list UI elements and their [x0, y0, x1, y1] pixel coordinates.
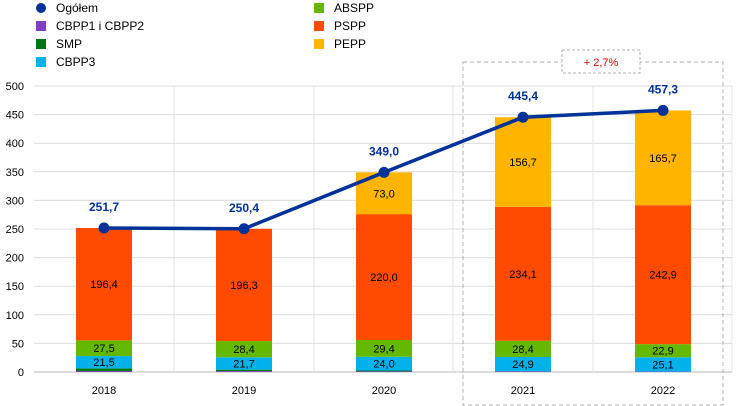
y-tick-label: 250 — [6, 224, 24, 236]
bar-data-label: 28,4 — [512, 344, 533, 356]
bar-pspp — [635, 205, 691, 345]
x-tick-label: 2021 — [511, 385, 535, 397]
bar-pspp — [216, 228, 272, 342]
bar-data-label: 196,4 — [90, 279, 118, 291]
bar-pspp — [495, 206, 551, 341]
annotation-text: + 2,7% — [584, 57, 619, 69]
legend-label: CBPP3 — [56, 55, 96, 69]
bar-data-label: 73,0 — [373, 188, 394, 200]
bar-data-label: 25,1 — [652, 359, 673, 371]
total-point — [378, 166, 390, 178]
legend-marker — [314, 21, 324, 31]
total-point — [657, 104, 669, 116]
total-data-label: 445,4 — [508, 89, 538, 103]
bar-smp — [356, 370, 412, 372]
bar-data-label: 165,7 — [649, 153, 677, 165]
legend-marker — [36, 57, 46, 67]
bar-data-label: 196,3 — [230, 280, 258, 292]
total-data-label: 251,7 — [89, 200, 119, 214]
y-tick-label: 400 — [6, 138, 24, 150]
bar-pspp — [356, 214, 412, 340]
total-point — [238, 223, 250, 235]
x-tick-label: 2022 — [651, 385, 675, 397]
annotation-box — [561, 49, 641, 74]
total-point — [98, 222, 110, 234]
legend-marker — [314, 3, 324, 13]
bar-cbpp1-i-cbpp2 — [216, 371, 272, 372]
x-tick-label: 2019 — [232, 385, 256, 397]
legend-marker — [36, 21, 46, 31]
y-tick-label: 500 — [6, 81, 24, 93]
y-tick-label: 300 — [6, 195, 24, 207]
bar-data-label: 24,0 — [373, 359, 394, 371]
bar-data-label: 21,7 — [233, 359, 254, 371]
bar-data-label: 21,5 — [93, 357, 114, 369]
legend-label: Ogółem — [56, 1, 98, 15]
bar-cbpp3 — [635, 357, 691, 372]
bar-data-label: 24,9 — [512, 359, 533, 371]
bar-smp — [76, 368, 132, 372]
legend-marker — [314, 39, 324, 49]
bar-abspp — [76, 340, 132, 357]
legend-label: CBPP1 i CBPP2 — [56, 19, 144, 33]
y-tick-label: 450 — [6, 110, 24, 122]
y-tick-label: 100 — [6, 310, 24, 322]
bar-pepp — [495, 117, 551, 207]
bar-abspp — [356, 339, 412, 357]
bar-data-label: 234,1 — [509, 269, 537, 281]
bar-data-label: 28,4 — [233, 344, 254, 356]
bar-cbpp1-i-cbpp2 — [356, 371, 412, 372]
x-tick-label: 2018 — [92, 385, 116, 397]
bar-abspp — [216, 341, 272, 358]
bar-cbpp3 — [76, 356, 132, 369]
legend-marker — [36, 3, 46, 13]
bar-cbpp3 — [495, 357, 551, 372]
bar-smp — [216, 369, 272, 372]
y-tick-label: 150 — [6, 281, 24, 293]
x-tick-label: 2020 — [372, 385, 396, 397]
bar-data-label: 22,9 — [652, 346, 673, 358]
y-tick-label: 0 — [18, 367, 24, 379]
bar-data-label: 27,5 — [93, 343, 114, 355]
y-tick-label: 200 — [6, 253, 24, 265]
bar-data-label: 220,0 — [370, 272, 398, 284]
legend-marker — [36, 39, 46, 49]
bar-data-label: 242,9 — [649, 270, 677, 282]
legend-label: PSPP — [334, 19, 366, 33]
total-data-label: 250,4 — [229, 201, 259, 215]
legend-label: SMP — [56, 37, 82, 51]
legend-label: ABSPP — [334, 1, 374, 15]
y-tick-label: 350 — [6, 167, 24, 179]
bar-abspp — [495, 340, 551, 358]
bar-data-label: 29,4 — [373, 343, 394, 355]
bar-data-label: 156,7 — [509, 157, 537, 169]
bar-cbpp3 — [216, 357, 272, 370]
total-data-label: 457,3 — [648, 82, 678, 96]
bar-cbpp3 — [356, 356, 412, 371]
y-tick-label: 50 — [12, 338, 24, 350]
bar-pepp — [635, 110, 691, 206]
bar-cbpp1-i-cbpp2 — [76, 371, 132, 372]
total-point — [517, 111, 529, 123]
bar-cbpp1-i-cbpp2 — [495, 371, 551, 372]
bar-pspp — [76, 228, 132, 341]
bar-abspp — [635, 344, 691, 358]
total-data-label: 349,0 — [369, 144, 399, 158]
legend-label: PEPP — [334, 37, 366, 51]
